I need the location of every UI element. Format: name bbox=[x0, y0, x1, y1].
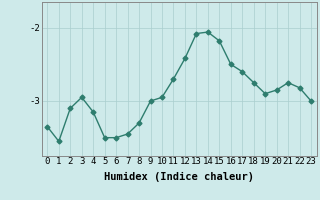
X-axis label: Humidex (Indice chaleur): Humidex (Indice chaleur) bbox=[104, 172, 254, 182]
